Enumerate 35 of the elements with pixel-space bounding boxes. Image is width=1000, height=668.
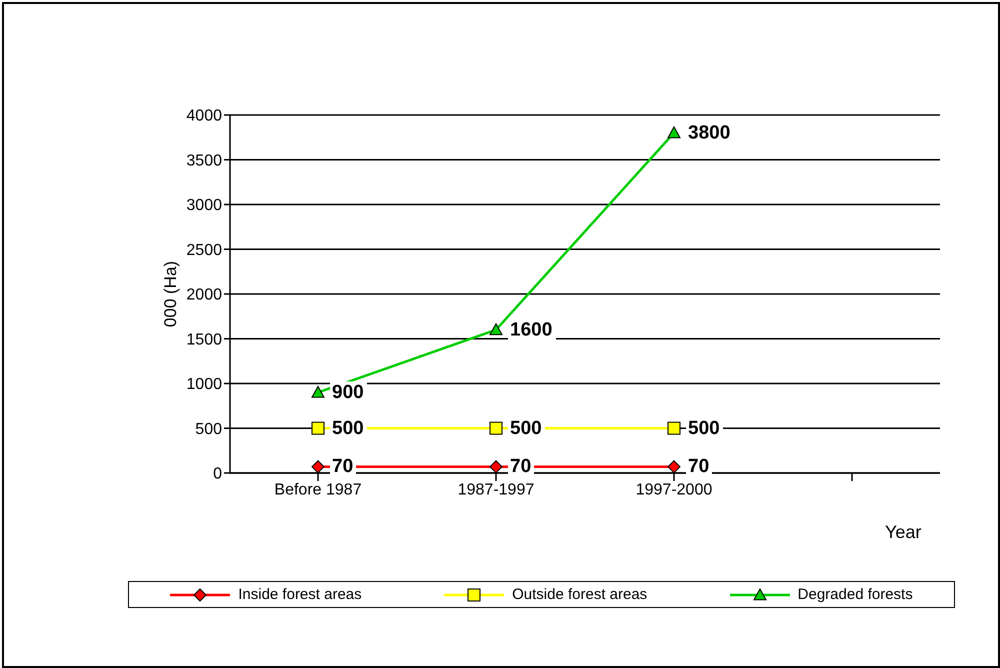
point: [490, 422, 502, 435]
y-tick-label: 3000: [186, 197, 222, 214]
point: [312, 422, 324, 435]
y-tick-label: 0: [213, 466, 222, 483]
data-label: 70: [332, 456, 354, 478]
legend-label: Degraded forests: [798, 586, 913, 603]
point: [668, 422, 680, 435]
y-tick-label: 2000: [186, 286, 222, 304]
data-label: 900: [332, 382, 364, 403]
point: [312, 460, 324, 473]
data-label: 70: [688, 456, 710, 478]
point: [312, 386, 324, 398]
legend-label: Inside forest areas: [238, 586, 362, 603]
data-label: 500: [332, 418, 364, 439]
y-tick-label: 3500: [186, 152, 222, 170]
data-label: 70: [510, 456, 532, 478]
point: [668, 460, 680, 473]
data-label: 500: [510, 418, 542, 439]
point: [668, 126, 680, 138]
data-label: 1600: [510, 319, 552, 340]
x-axis-title: Year: [885, 522, 922, 543]
data-label: 500: [688, 418, 720, 439]
y-tick-label: 4000: [186, 108, 222, 125]
data-label: 3800: [688, 122, 730, 144]
point: [490, 460, 502, 473]
y-tick-label: 1000: [186, 376, 222, 394]
point: [490, 323, 502, 336]
x-tick-label: 1997-2000: [636, 481, 712, 498]
x-tick-label: 1987-1997: [458, 481, 534, 498]
y-axis-title: 000 (Ha): [161, 260, 180, 328]
y-tick-label: 1500: [186, 331, 222, 348]
legend-label: Outside forest areas: [512, 586, 648, 603]
x-tick-label: Before 1987: [274, 481, 362, 498]
y-tick-label: 500: [195, 420, 222, 438]
y-tick-label: 2500: [186, 242, 222, 259]
